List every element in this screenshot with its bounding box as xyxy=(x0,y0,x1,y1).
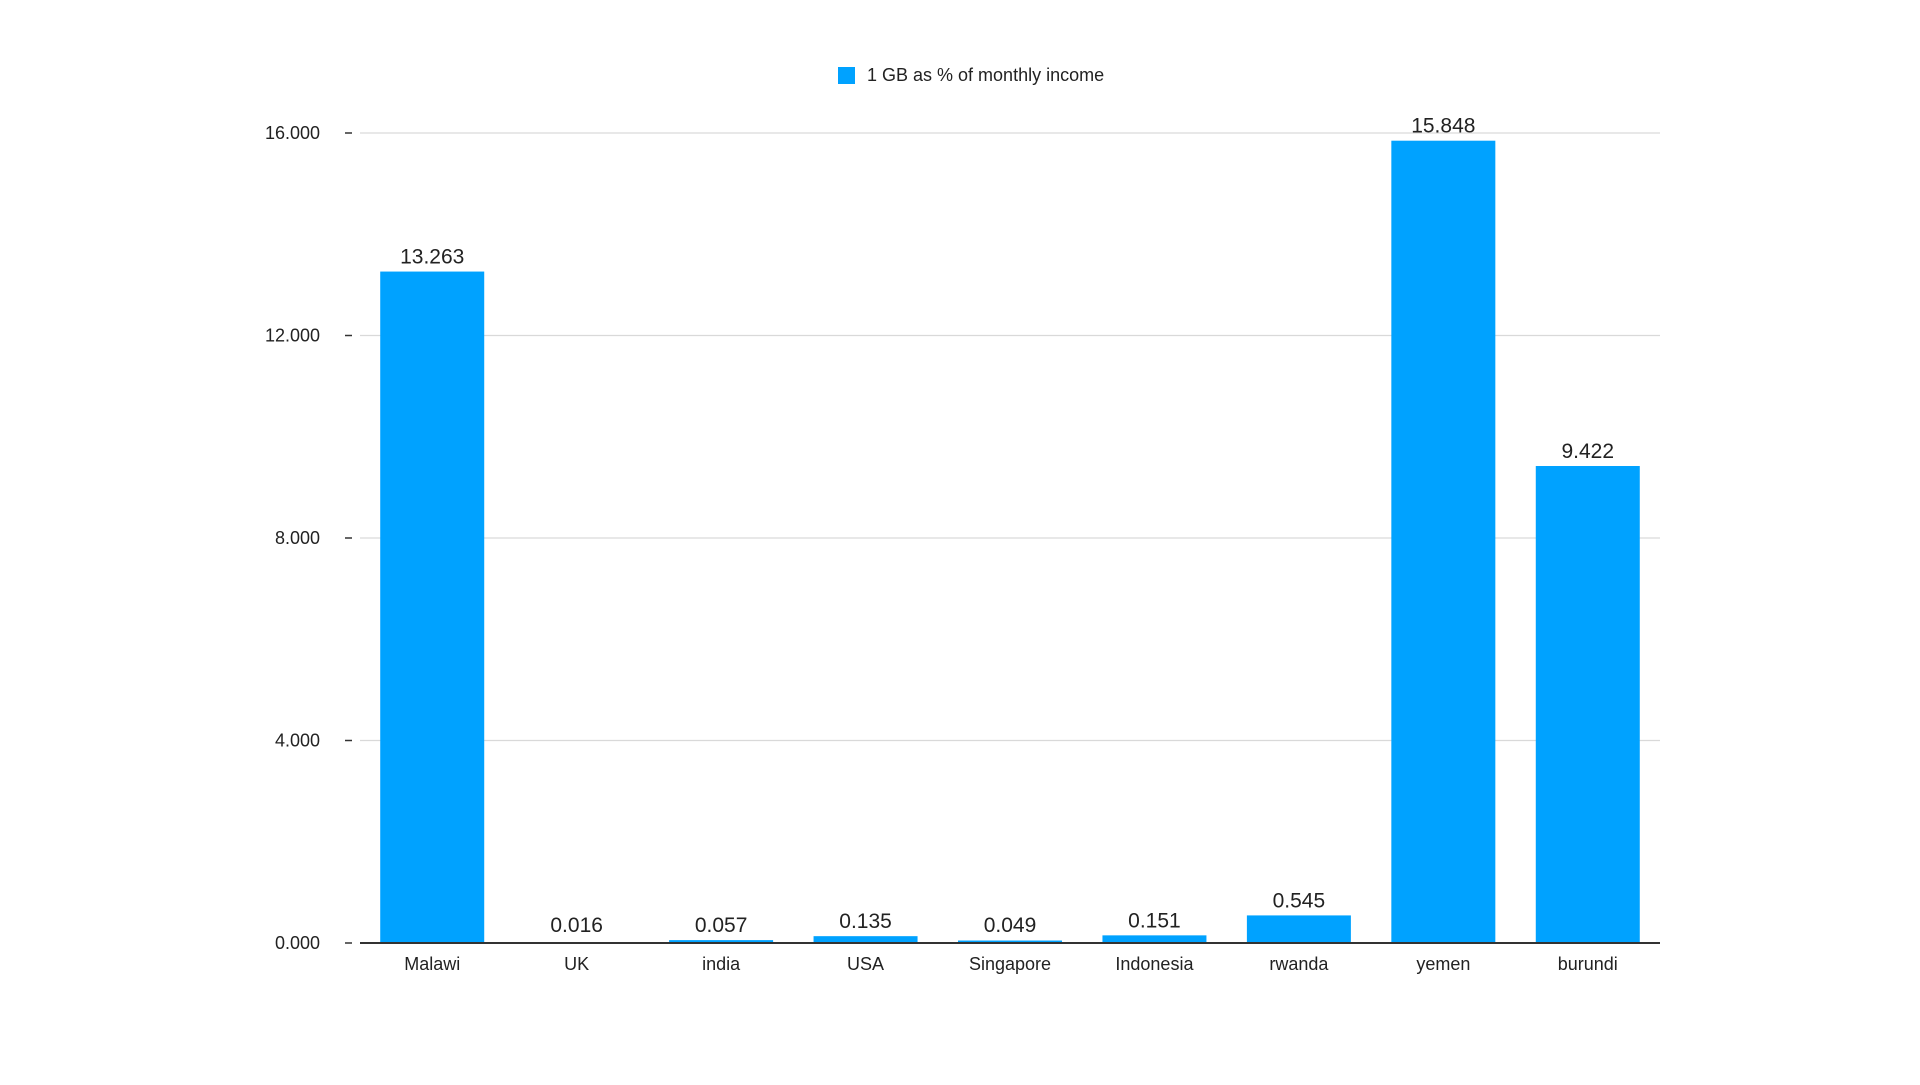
x-category-label: rwanda xyxy=(1269,954,1329,974)
y-tick-label: 8.000 xyxy=(275,528,320,548)
bar-value-label: 0.049 xyxy=(984,914,1037,937)
x-category-label: burundi xyxy=(1558,954,1618,974)
y-tick-label: 4.000 xyxy=(275,731,320,751)
bar xyxy=(1391,140,1496,943)
bar-value-label: 0.545 xyxy=(1273,889,1326,912)
bar-value-label: 9.422 xyxy=(1561,440,1614,463)
y-tick-label: 12.000 xyxy=(265,326,320,346)
x-category-label: yemen xyxy=(1416,954,1470,974)
bar-value-label: 0.057 xyxy=(695,914,748,937)
bar xyxy=(958,940,1062,943)
bar xyxy=(380,271,485,943)
axes xyxy=(345,132,1660,944)
labels: 0.000 4.000 8.000 12.000 16.000 13.263 Malawi 0… xyxy=(265,115,1618,974)
bar-value-label: 15.848 xyxy=(1411,115,1475,138)
bar-value-label: 0.016 xyxy=(550,914,603,937)
bars xyxy=(380,140,1640,943)
bar-value-label: 0.135 xyxy=(839,910,892,933)
bar xyxy=(1102,935,1207,943)
legend-swatch xyxy=(838,66,855,84)
x-category-label: Malawi xyxy=(404,954,460,974)
bar xyxy=(669,940,774,943)
y-tick-label: 16.000 xyxy=(265,123,320,143)
x-category-label: india xyxy=(702,954,741,974)
x-category-label: Indonesia xyxy=(1115,954,1194,974)
x-category-label: UK xyxy=(564,954,589,974)
y-tick-label: 0.000 xyxy=(275,933,320,953)
bar xyxy=(1535,466,1640,943)
bar xyxy=(1246,915,1351,943)
bar xyxy=(813,936,918,943)
legend-label: 1 GB as % of monthly income xyxy=(867,64,1105,85)
x-category-label: USA xyxy=(847,954,884,974)
bar-value-label: 0.151 xyxy=(1128,909,1181,932)
legend: 1 GB as % of monthly income xyxy=(838,64,1104,86)
x-category-label: Singapore xyxy=(969,954,1051,974)
bar-value-label: 13.263 xyxy=(400,246,464,269)
